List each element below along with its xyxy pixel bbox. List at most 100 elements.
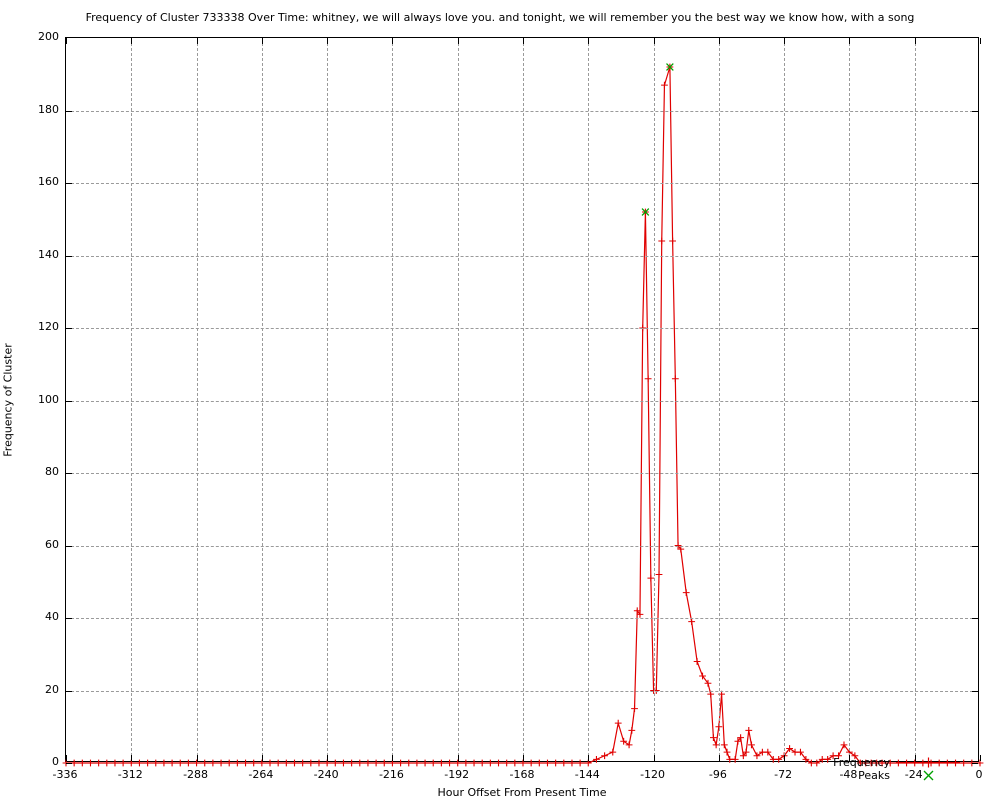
gridline-horizontal xyxy=(66,545,978,547)
gridline-horizontal xyxy=(66,690,978,692)
data-point-marker xyxy=(495,759,502,767)
data-point-marker xyxy=(609,748,617,756)
data-point-marker xyxy=(742,748,750,756)
data-point-marker xyxy=(737,734,745,742)
x-axis-tick xyxy=(196,755,198,761)
data-point-marker xyxy=(225,759,233,767)
data-point-marker xyxy=(644,375,652,383)
legend-label-peaks: Peaks xyxy=(858,769,890,782)
data-point-marker xyxy=(348,759,356,767)
data-point-marker xyxy=(631,705,638,713)
data-point-marker xyxy=(299,759,307,767)
x-axis-tick-label: -192 xyxy=(444,768,470,781)
x-marker-icon xyxy=(922,769,935,782)
y-axis-tick xyxy=(972,690,978,692)
x-axis-label: Hour Offset From Present Time xyxy=(437,786,607,799)
data-point-marker xyxy=(625,741,633,749)
data-point-marker xyxy=(748,741,755,749)
y-axis-tick xyxy=(972,255,978,257)
data-point-marker xyxy=(291,759,298,767)
y-axis-tick xyxy=(66,400,72,402)
data-point-marker xyxy=(274,759,282,767)
x-axis-tick-label: -168 xyxy=(509,768,535,781)
data-point-marker xyxy=(372,759,380,767)
plot-canvas xyxy=(62,63,984,767)
y-axis-tick xyxy=(972,545,978,547)
x-axis-tick-label: -264 xyxy=(248,768,274,781)
data-point-marker xyxy=(628,726,636,734)
x-axis-tick xyxy=(718,755,720,761)
plot-area xyxy=(62,37,984,767)
data-point-marker xyxy=(87,759,94,767)
data-point-marker xyxy=(671,375,679,383)
y-axis-tick-label: 100 xyxy=(38,392,59,406)
gridline-horizontal xyxy=(66,400,978,402)
data-point-marker xyxy=(731,755,739,763)
x-axis-tick xyxy=(849,38,851,44)
data-point-marker xyxy=(331,759,339,767)
data-point-marker xyxy=(903,759,910,767)
data-point-marker xyxy=(209,759,217,767)
data-point-marker xyxy=(95,759,103,767)
gridline-horizontal xyxy=(66,473,978,474)
data-point-marker xyxy=(601,752,609,760)
data-point-marker xyxy=(282,759,290,767)
gridline-vertical xyxy=(131,38,133,761)
y-axis-tick xyxy=(972,328,978,329)
y-axis-tick-label: 20 xyxy=(45,682,59,696)
legend-swatch-frequency xyxy=(896,756,960,769)
x-axis-tick-label: -288 xyxy=(183,768,209,781)
x-axis-tick xyxy=(196,38,198,44)
legend-label-frequency: Frequency xyxy=(833,756,890,769)
data-point-marker xyxy=(364,759,372,767)
gridline-horizontal xyxy=(66,183,978,184)
data-point-marker xyxy=(633,607,641,615)
y-axis-tick xyxy=(66,328,72,329)
data-point-marker xyxy=(535,759,543,767)
data-point-marker xyxy=(786,745,793,752)
data-point-marker xyxy=(470,759,478,767)
y-axis-tick xyxy=(972,618,978,619)
x-axis-tick-label: -96 xyxy=(708,768,727,781)
data-point-marker xyxy=(797,748,804,756)
data-point-marker xyxy=(704,679,712,687)
data-point-marker xyxy=(707,690,715,698)
gridline-vertical xyxy=(392,38,394,761)
x-axis-tick-label: -72 xyxy=(774,768,793,781)
y-axis-tick xyxy=(972,400,978,402)
data-point-marker xyxy=(119,759,127,767)
data-point-marker xyxy=(315,759,323,767)
x-axis-tick xyxy=(261,755,263,761)
x-axis-tick xyxy=(588,755,590,761)
data-point-marker xyxy=(560,759,568,767)
x-axis-tick xyxy=(131,755,133,761)
legend-swatch-peaks xyxy=(896,769,960,782)
data-point-marker xyxy=(486,759,494,767)
data-point-marker xyxy=(723,748,731,756)
y-axis-tick xyxy=(972,110,978,112)
x-axis-tick-label: 0 xyxy=(975,768,983,781)
y-axis-tick-label: 180 xyxy=(38,102,59,116)
data-point-marker xyxy=(734,737,742,745)
gridline-vertical xyxy=(849,38,851,761)
x-axis-tick xyxy=(66,755,67,761)
data-point-marker xyxy=(688,618,696,626)
data-point-marker xyxy=(152,759,160,767)
data-point-marker xyxy=(813,759,821,767)
data-point-marker xyxy=(835,752,842,760)
x-axis-tick xyxy=(261,38,263,44)
y-axis-tick xyxy=(66,255,72,257)
data-point-marker xyxy=(745,726,753,734)
y-axis-tick xyxy=(66,763,72,764)
data-point-marker xyxy=(356,759,364,767)
data-point-marker xyxy=(775,755,783,763)
data-point-marker xyxy=(503,759,511,767)
data-point-marker xyxy=(446,759,453,767)
data-point-marker xyxy=(658,237,666,245)
x-axis-tick xyxy=(523,38,524,44)
data-point-marker xyxy=(437,759,445,767)
gridline-horizontal xyxy=(66,618,978,619)
data-point-marker xyxy=(544,759,551,767)
x-axis-tick xyxy=(914,38,916,44)
x-axis-tick-label: -216 xyxy=(378,768,404,781)
